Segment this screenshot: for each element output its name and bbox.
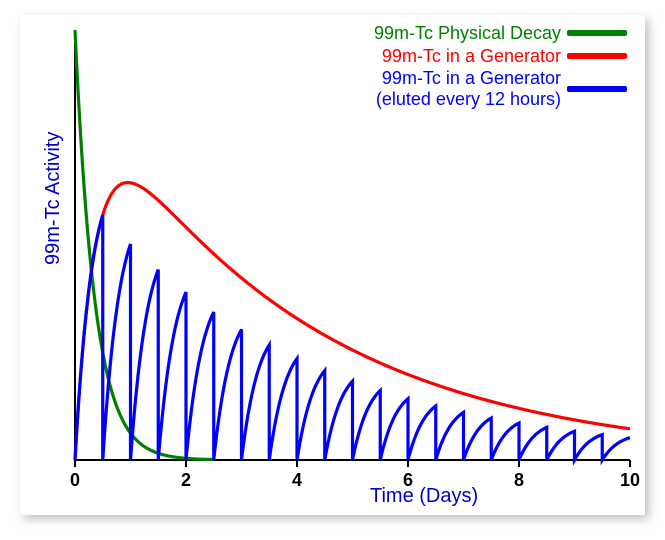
legend-label: 99m-Tc in a Generator(eluted every 12 ho… — [376, 68, 561, 109]
x-tick-label: 2 — [181, 470, 191, 490]
chart-card: 0246810 99m-Tc Activity Time (Days) 99m-… — [20, 15, 645, 515]
legend-entry-decay: 99m-Tc Physical Decay — [374, 23, 627, 44]
legend-swatch — [567, 86, 627, 92]
legend-entry-generator: 99m-Tc in a Generator — [374, 46, 627, 67]
x-tick-label: 8 — [514, 470, 524, 490]
legend-label: 99m-Tc in a Generator — [382, 46, 561, 67]
x-tick-label: 0 — [70, 470, 80, 490]
y-axis-label: 99m-Tc Activity — [42, 132, 65, 265]
legend: 99m-Tc Physical Decay 99m-Tc in a Genera… — [374, 23, 627, 112]
series-curve — [75, 215, 630, 460]
legend-swatch — [567, 30, 627, 36]
x-tick-label: 4 — [292, 470, 302, 490]
x-tick-label: 10 — [620, 470, 640, 490]
legend-entry-eluted: 99m-Tc in a Generator(eluted every 12 ho… — [374, 68, 627, 109]
x-axis-label: Time (Days) — [370, 485, 478, 508]
legend-swatch — [567, 53, 627, 59]
legend-label: 99m-Tc Physical Decay — [374, 23, 561, 44]
